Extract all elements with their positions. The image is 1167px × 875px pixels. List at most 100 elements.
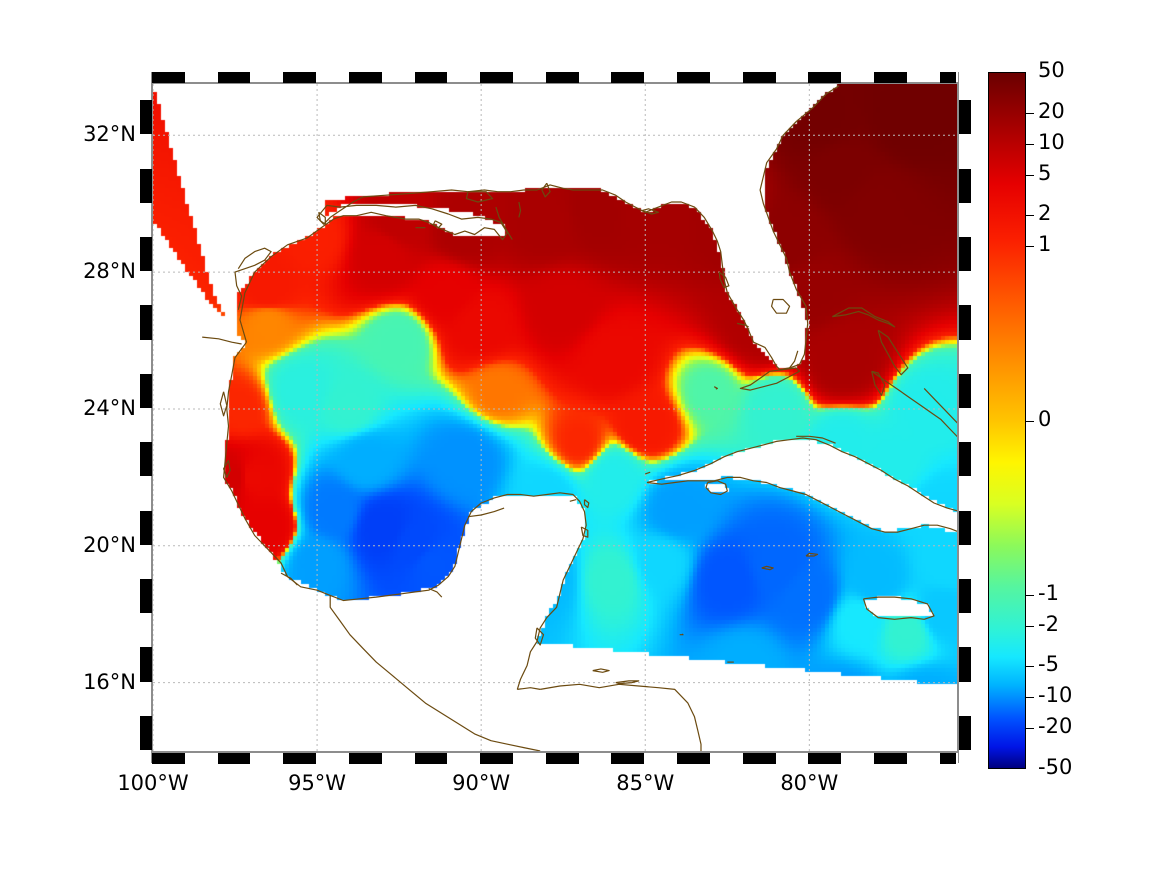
colorbar-tick-mark	[1026, 666, 1034, 668]
frame-checker-segment	[414, 72, 448, 83]
coastline-okeechobee	[770, 298, 791, 314]
coastline-pontchartrain	[465, 191, 494, 203]
frame-checker-segment	[873, 753, 907, 764]
frame-checker-segment	[140, 100, 152, 135]
colorbar-tick-mark	[1026, 215, 1034, 217]
x-tick-label: 85°W	[616, 771, 675, 795]
frame-checker-segment	[677, 753, 710, 764]
frame-checker-segment	[140, 168, 152, 203]
coastline-bahamas4	[923, 387, 957, 424]
coastline-honbay2	[592, 668, 610, 673]
frame-checker-segment	[140, 647, 152, 682]
frame-band-top	[140, 72, 970, 83]
frame-checker-segment	[959, 578, 971, 614]
coastline-mexsouth	[329, 595, 541, 751]
coastline-drytortugas	[713, 386, 719, 390]
coastline-caymans	[761, 565, 774, 571]
frame-band-left	[140, 72, 152, 763]
frame-checker-segment	[545, 72, 579, 83]
frame-checker-segment	[152, 753, 185, 764]
frame-checker-segment	[217, 753, 251, 764]
coastline-cozmini	[645, 471, 651, 475]
frame-checker-segment	[959, 647, 971, 682]
colorbar-tick-label: -20	[1038, 714, 1073, 739]
frame-checker-segment	[283, 753, 317, 764]
y-tick-label: 28°N	[83, 259, 136, 284]
coastline-vera	[280, 572, 298, 586]
coastline-chandeleur	[518, 201, 522, 218]
frame-checker-segment	[414, 753, 448, 764]
frame-checker-segment	[140, 236, 152, 272]
coastline-texasbay	[234, 247, 272, 310]
coastline-galveston	[318, 211, 326, 225]
colorbar-tick-label: 20	[1038, 98, 1065, 123]
frame-checker-segment	[545, 753, 579, 764]
coastline-keys	[739, 367, 801, 391]
frame-checker-segment	[873, 72, 907, 83]
frame-checker-segment	[611, 753, 645, 764]
colorbar-tick-label: 0	[1038, 406, 1052, 431]
coastline-florida2	[789, 350, 799, 369]
coastline-atchafalaya	[433, 220, 443, 229]
coastline-swanisl	[679, 633, 684, 636]
coastline-honbay	[615, 680, 640, 685]
frame-checker-segment	[742, 753, 776, 764]
coastline-lagoon2	[219, 391, 228, 417]
frame-checker-segment	[480, 753, 513, 764]
frame-checker-segment	[140, 442, 152, 477]
coastline-cubaN2	[796, 435, 836, 444]
coastline-bahamas1	[832, 307, 896, 328]
frame-checker-segment	[959, 168, 971, 203]
colorbar-tick-label: 10	[1038, 129, 1065, 154]
y-tick-label: 16°N	[83, 669, 136, 694]
coastline-cuba	[646, 437, 957, 533]
y-tick-label: 24°N	[83, 395, 136, 420]
frame-band-bottom	[140, 752, 970, 764]
colorbar: 50 20 10 5 2 1 0 -1 -2 -5 -10 -20 -50	[988, 58, 1158, 779]
x-tick-label: 100°W	[117, 771, 189, 795]
coastline-mxtrisla	[583, 499, 590, 509]
x-tick-label: 90°W	[452, 771, 511, 795]
coastline-apalach	[641, 208, 659, 215]
colorbar-tick-mark	[1026, 246, 1034, 248]
colorbar-tick-mark	[1026, 728, 1034, 730]
x-tick-label: 95°W	[288, 771, 347, 795]
frame-band-right	[958, 72, 971, 763]
frame-checker-segment	[140, 715, 152, 750]
coastline-cozumel	[580, 526, 589, 538]
coastline-mississippi	[495, 206, 513, 240]
coastline-isladelm	[569, 499, 577, 502]
colorbar-tick-mark	[1026, 625, 1034, 627]
colorbar-tick-label: -2	[1038, 611, 1059, 636]
colorbar-tick-mark	[1026, 594, 1034, 596]
frame-checker-segment	[348, 72, 382, 83]
frame-checker-segment	[217, 72, 251, 83]
coastline-jamaica	[862, 596, 935, 620]
frame-checker-segment	[348, 753, 382, 764]
coastline-yucchan	[467, 507, 505, 518]
frame-checker-segment	[808, 753, 842, 764]
frame-checker-segment	[959, 442, 971, 477]
frame-checker-segment	[959, 510, 971, 545]
colorbar-tick-label: -10	[1038, 683, 1073, 708]
frame-checker-segment	[140, 510, 152, 545]
coastline-mobile	[541, 182, 551, 198]
graticule-gridlines	[153, 84, 957, 751]
colorbar-tick-mark	[1026, 174, 1034, 176]
frame-checker-segment	[939, 753, 956, 764]
x-tick-label: 80°W	[780, 771, 839, 795]
coastline-andros	[871, 370, 886, 396]
coastline-belize	[534, 627, 545, 646]
frame-checker-segment	[959, 100, 971, 135]
map-data-area	[152, 83, 958, 752]
coastline-usinland	[202, 336, 242, 345]
coastline-sanibel	[736, 322, 749, 328]
y-tick-label: 20°N	[83, 532, 136, 557]
coastline-mexlagoon3	[428, 587, 443, 598]
colorbar-tick-label: -5	[1038, 652, 1059, 677]
frame-checker-segment	[959, 373, 971, 408]
colorbar-tick-mark	[1026, 697, 1034, 699]
colorbar-tick-mark	[1026, 420, 1034, 422]
colorbar-tick-label: -50	[1038, 755, 1073, 779]
